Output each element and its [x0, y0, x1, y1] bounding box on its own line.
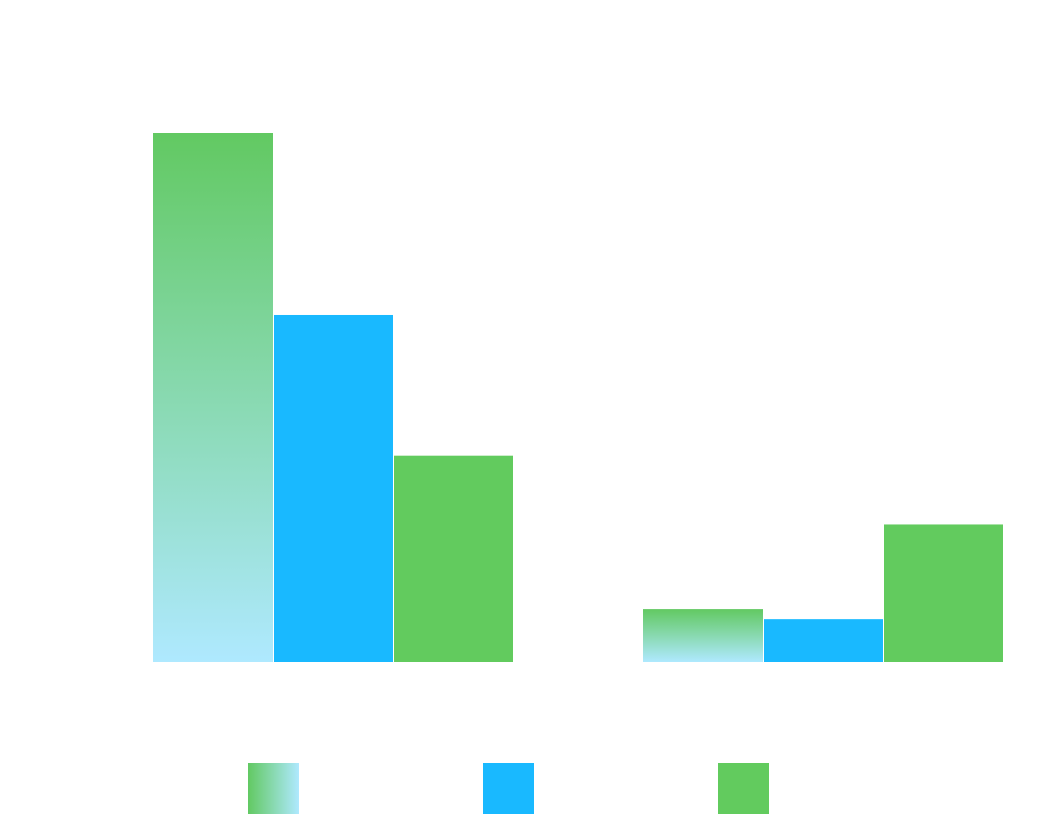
bars-layer: [153, 133, 1003, 662]
legend-swatch-series2: [483, 763, 534, 814]
legend-swatch-series1: [248, 763, 299, 814]
bar-group1-series1: [153, 133, 273, 662]
bar-group2-series1: [643, 609, 763, 662]
bar-group1-series2: [274, 314, 393, 662]
legend: [248, 763, 769, 814]
bar-group2-series3: [884, 524, 1003, 662]
bar-group2-series2: [764, 619, 883, 662]
legend-swatch-series3: [718, 763, 769, 814]
bar-group1-series3: [394, 455, 513, 662]
